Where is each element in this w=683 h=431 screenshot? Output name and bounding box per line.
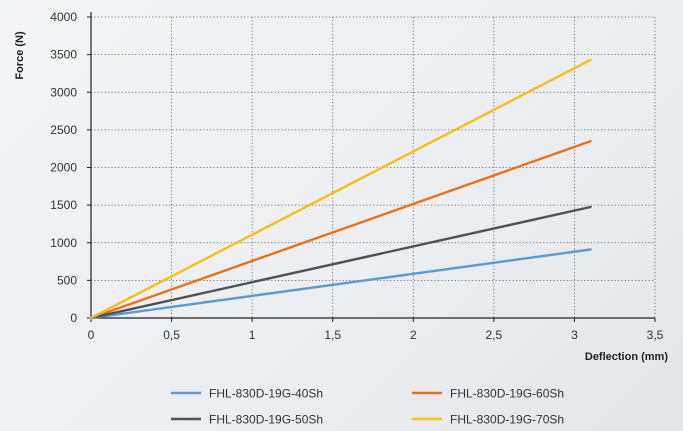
- series-line-fhl-830d-19g-60sh: [89, 139, 592, 320]
- grid: [91, 16, 656, 318]
- y-tick-label-7: 3500: [50, 48, 77, 62]
- y-tick-label-5: 2500: [50, 123, 77, 137]
- axes: [87, 12, 656, 322]
- legend-label: FHL-830D-19G-50Sh: [209, 413, 323, 427]
- legend-label: FHL-830D-19G-70Sh: [450, 413, 564, 427]
- legend-label: FHL-830D-19G-40Sh: [209, 387, 323, 401]
- series-line-fhl-830d-19g-50sh: [89, 205, 592, 320]
- x-tick-label-0: 0: [88, 328, 95, 342]
- series-lines: [89, 58, 592, 320]
- tick-labels: 0 500 1000 1500 2000 2500 3000 3500 4000 0 0,5 1 1,5…: [50, 10, 663, 342]
- legend-item-fhl-830d-19g-50sh: FHL-830D-19G-50Sh: [171, 413, 323, 427]
- x-tick-label-7: 3,5: [647, 328, 664, 342]
- x-tick-label-5: 2,5: [486, 328, 503, 342]
- x-tick-label-3: 1,5: [324, 328, 341, 342]
- legend: FHL-830D-19G-40Sh FHL-830D-19G-60Sh FHL-83…: [171, 387, 564, 427]
- legend-item-fhl-830d-19g-40sh: FHL-830D-19G-40Sh: [171, 387, 323, 401]
- y-axis-title: Force (N): [14, 31, 26, 80]
- y-tick-label-8: 4000: [50, 10, 77, 24]
- legend-item-fhl-830d-19g-70sh: FHL-830D-19G-70Sh: [412, 413, 564, 427]
- y-tick-label-2: 1000: [50, 236, 77, 250]
- y-tick-label-4: 2000: [50, 161, 77, 175]
- series-line-fhl-830d-19g-40sh: [89, 248, 592, 320]
- y-tick-label-6: 3000: [50, 85, 77, 99]
- y-tick-label-3: 1500: [50, 198, 77, 212]
- x-tick-label-2: 1: [249, 328, 256, 342]
- x-tick-label-1: 0,5: [163, 328, 180, 342]
- x-tick-label-4: 2: [410, 328, 417, 342]
- x-axis-title: Deflection (mm): [585, 351, 668, 363]
- x-tick-label-6: 3: [571, 328, 578, 342]
- y-tick-label-0: 0: [70, 311, 77, 325]
- legend-label: FHL-830D-19G-60Sh: [450, 387, 564, 401]
- series-line-fhl-830d-19g-70sh: [89, 58, 592, 320]
- y-tick-label-1: 500: [57, 273, 77, 287]
- legend-item-fhl-830d-19g-60sh: FHL-830D-19G-60Sh: [412, 387, 564, 401]
